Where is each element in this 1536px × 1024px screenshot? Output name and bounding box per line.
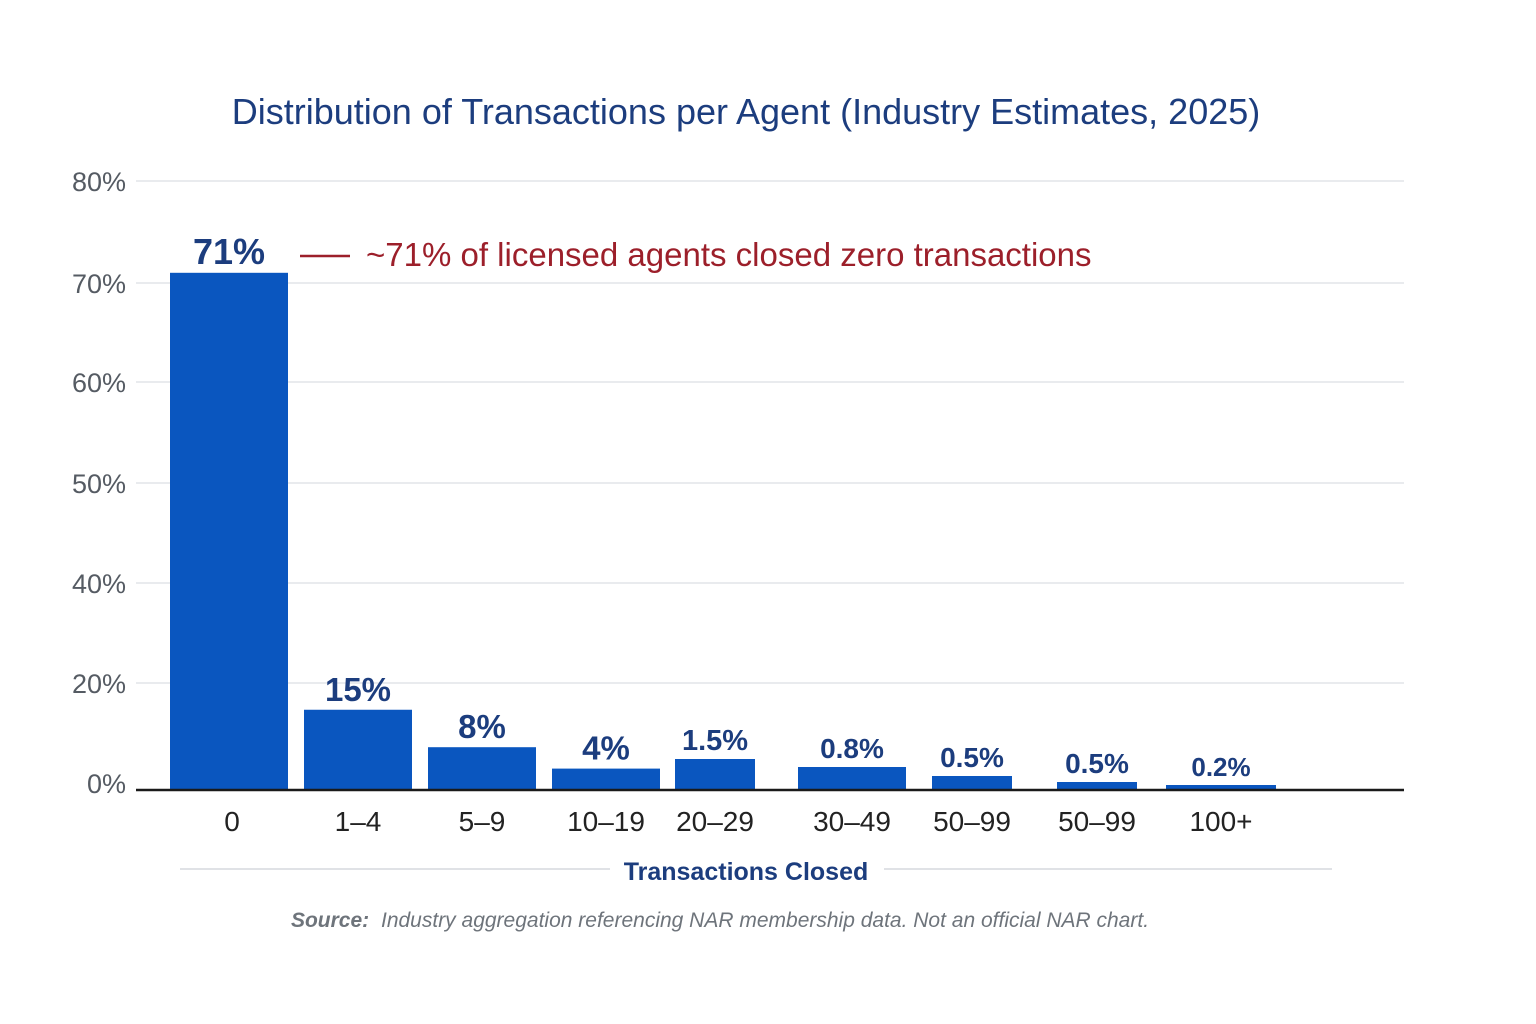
x-tick-label: 30–49 <box>813 806 891 837</box>
data-label: 1.5% <box>682 725 748 757</box>
y-axis-ticks: 80% 70% 60% 50% 40% 20% 0% <box>72 167 126 799</box>
bar-0 <box>170 272 288 790</box>
y-tick-label: 40% <box>72 569 126 599</box>
bar-4 <box>675 759 755 790</box>
data-label: 4% <box>582 730 630 767</box>
y-tick-label: 50% <box>72 469 126 499</box>
data-label: 0.5% <box>940 742 1004 773</box>
x-tick-label: 0 <box>224 806 240 837</box>
y-tick-label: 80% <box>72 167 126 197</box>
x-axis-ticks: 0 1–4 5–9 10–19 20–29 30–49 50–99 50–99 100+ <box>224 806 1252 837</box>
x-tick-label: 10–19 <box>567 806 645 837</box>
y-tick-label: 0% <box>87 769 126 799</box>
data-label: 0.2% <box>1191 752 1250 782</box>
x-tick-label: 50–99 <box>933 806 1011 837</box>
y-tick-label: 60% <box>72 368 126 398</box>
data-labels: 71% 15% 8% 4% 1.5% 0.8% 0.5% 0.5% 0.2% <box>193 231 1251 782</box>
chart-title: Distribution of Transactions per Agent (… <box>232 91 1261 132</box>
data-label: 0.8% <box>820 733 884 764</box>
x-tick-label: 5–9 <box>459 806 506 837</box>
data-label: 15% <box>325 671 391 708</box>
x-tick-label: 100+ <box>1189 806 1252 837</box>
bar-2 <box>428 747 536 790</box>
bars <box>170 272 1276 790</box>
y-tick-label: 20% <box>72 669 126 699</box>
y-tick-label: 70% <box>72 269 126 299</box>
x-tick-label: 1–4 <box>335 806 382 837</box>
bar-6 <box>932 776 1012 790</box>
bar-3 <box>552 768 660 790</box>
x-tick-label: 20–29 <box>676 806 754 837</box>
data-label: 71% <box>193 231 265 272</box>
source-prefix: Source: <box>291 909 369 932</box>
data-label: 8% <box>458 708 506 745</box>
x-axis-title: Transactions Closed <box>624 858 869 886</box>
gridlines <box>136 180 1404 684</box>
x-tick-label: 50–99 <box>1058 806 1136 837</box>
source-note: Source: Industry aggregation referencing… <box>291 909 1149 932</box>
bar-1 <box>304 709 412 790</box>
data-label: 0.5% <box>1065 748 1129 779</box>
annotation-text: ~71% of licensed agents closed zero tran… <box>366 236 1092 273</box>
bar-5 <box>798 767 906 790</box>
bar-8 <box>1166 785 1276 790</box>
bar-7 <box>1057 782 1137 790</box>
source-body: Industry aggregation referencing NAR mem… <box>381 909 1149 932</box>
